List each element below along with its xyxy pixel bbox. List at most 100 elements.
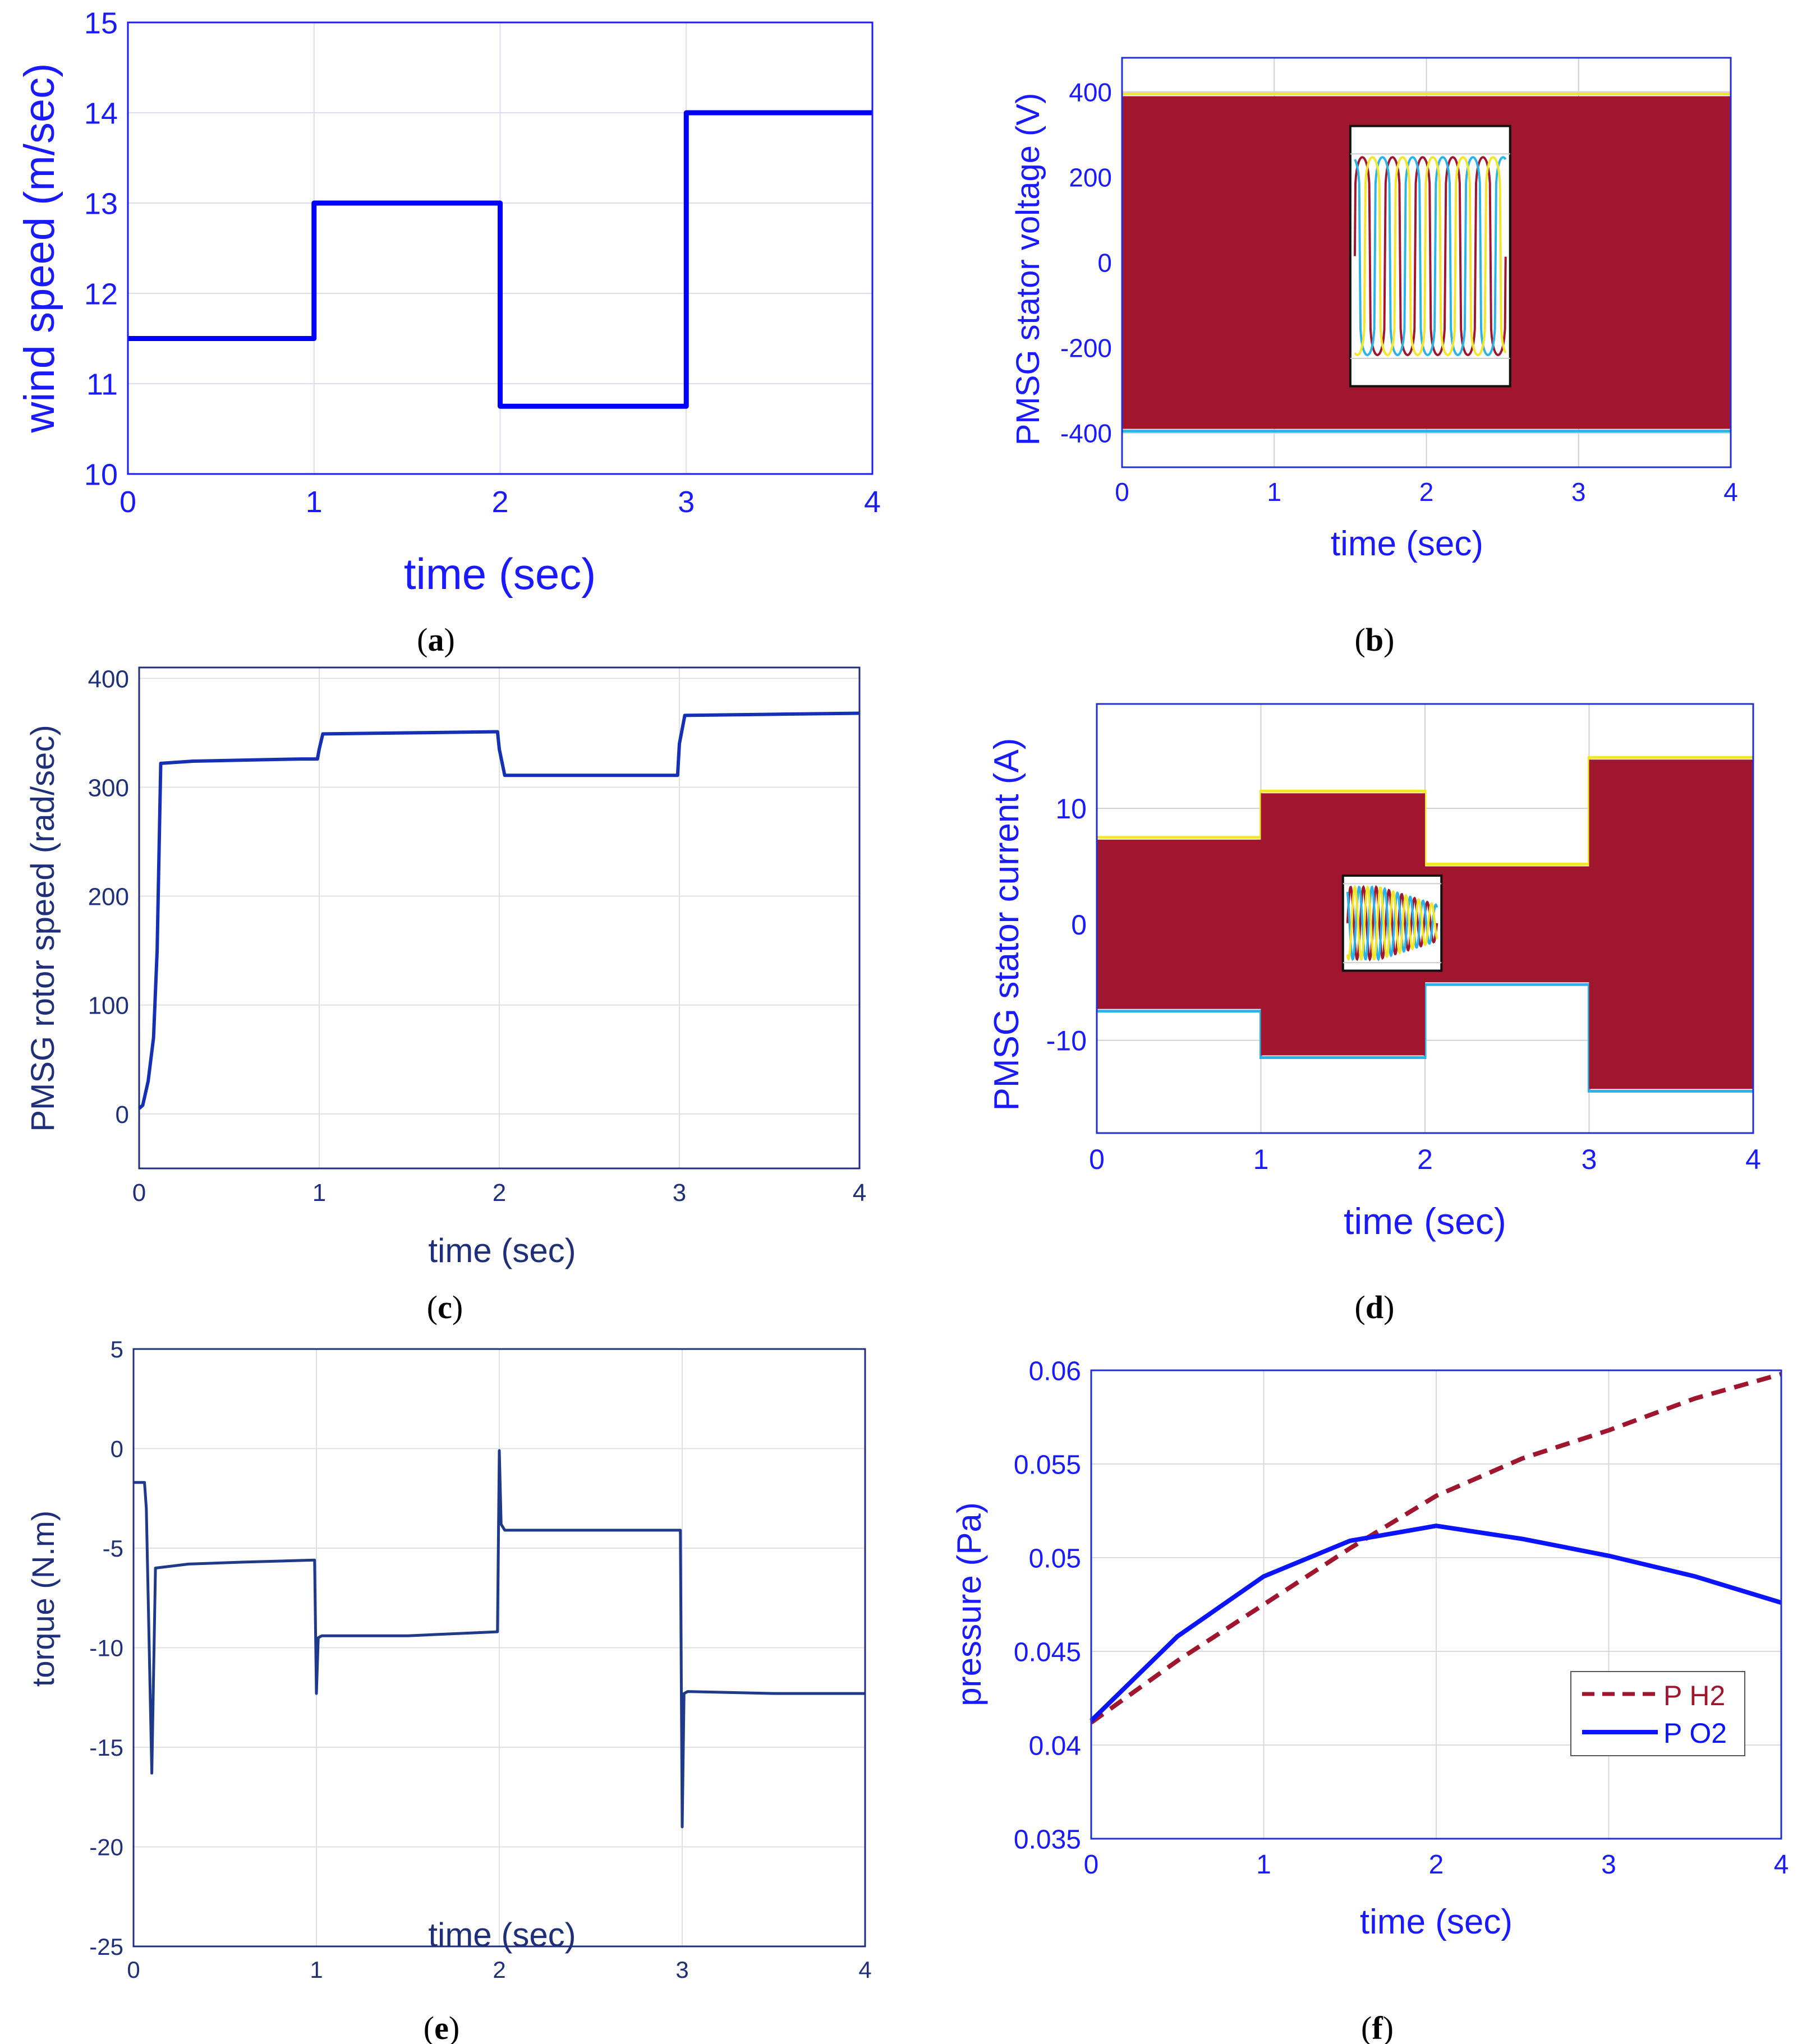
ylabel-a: wind speed (m/sec)	[16, 63, 63, 434]
xtick-label-c: 4	[853, 1179, 866, 1207]
xlabel-f: time (sec)	[1360, 1903, 1513, 1941]
ytick-label-a: 14	[84, 96, 118, 130]
ytick-label-a: 11	[86, 367, 118, 401]
ytick-label-b: 200	[1069, 163, 1112, 192]
ytick-label-e: 0	[111, 1436, 123, 1462]
xtick-label-d: 2	[1417, 1144, 1433, 1175]
ytick-label-c: 100	[88, 992, 129, 1020]
caption-c: (c)	[427, 1289, 463, 1325]
marks-d	[1097, 756, 1753, 1093]
xtick-label-a: 0	[119, 485, 136, 519]
ytick-label-e: -25	[89, 1933, 123, 1960]
ytick-label-d: -10	[1046, 1025, 1087, 1057]
plot-d-frame	[1096, 703, 1754, 1134]
ytick-label-b: -400	[1060, 419, 1112, 448]
ytick-label-f: 0.045	[1014, 1637, 1081, 1667]
ylabel-b: PMSG stator voltage (V)	[1010, 93, 1046, 446]
xtick-label-e: 0	[127, 1956, 140, 1983]
xtick-label-b: 2	[1419, 477, 1434, 507]
plot-e-frame	[132, 1348, 866, 1948]
panel-b: 0 1 2 3 4 -400 -200 0 200 400 time (sec) PMSG sta…	[1010, 57, 1738, 658]
ylabel-c: PMSG rotor speed (rad/sec)	[25, 725, 61, 1131]
inset-wave-d-0	[1346, 885, 1438, 962]
xtick-label-a: 1	[306, 485, 323, 519]
ytick-label-b: 0	[1097, 248, 1112, 278]
ytick-label-c: 0	[116, 1101, 129, 1129]
legend-f-label-o2: P O2	[1663, 1718, 1727, 1749]
caption-b: (b)	[1355, 622, 1395, 658]
xtick-label-f: 3	[1601, 1850, 1616, 1880]
ytick-label-f: 0.06	[1029, 1356, 1081, 1386]
series-line-c-0	[137, 711, 860, 1110]
ylabel-e: torque (N.m)	[25, 1511, 61, 1687]
series-line-f-0	[1090, 1371, 1782, 1725]
inset-wave-d-1	[1346, 885, 1438, 961]
caption-a-letter: a	[428, 622, 444, 658]
legend-f-box	[1570, 1671, 1745, 1756]
xtick-label-e: 3	[675, 1956, 688, 1983]
marks-f	[1090, 1371, 1782, 1725]
ylabel-d: PMSG stator current (A)	[987, 738, 1026, 1111]
plot-a-frame	[127, 21, 874, 475]
inset-wave-b-2	[1354, 156, 1507, 356]
series-line-a-0	[128, 110, 872, 409]
xlabel-a: time (sec)	[404, 549, 596, 599]
ytick-label-e: -15	[89, 1734, 123, 1761]
ytick-label-e: -5	[103, 1535, 123, 1562]
ytick-label-f: 0.055	[1014, 1450, 1081, 1480]
xtick-label-d: 3	[1582, 1144, 1597, 1175]
ytick-label-c: 300	[88, 774, 129, 802]
ticks-f: 0 1 2 3 4 0.035 0.04 0.045 0.05 0.055 0.06	[1014, 1356, 1789, 1880]
xtick-label-e: 1	[310, 1956, 323, 1983]
panel-d: 0 1 2 3 4 -10 0 10 time (sec) PMSG stator curre…	[987, 703, 1761, 1325]
ticks-c: 0 1 2 3 4 0 100 200 300 400	[88, 665, 867, 1207]
caption-e-letter: e	[434, 2010, 449, 2044]
xtick-label-c: 0	[132, 1179, 146, 1207]
panel-f: 0 1 2 3 4 0.035 0.04 0.045 0.05 0.055 0.06 P H2 P …	[950, 1356, 1789, 2044]
ytick-label-b: -200	[1060, 334, 1112, 363]
xlabel-e: time (sec)	[428, 1916, 576, 1954]
inset-wave-b-0	[1353, 156, 1507, 356]
xtick-label-b: 0	[1115, 477, 1129, 507]
xtick-label-f: 4	[1774, 1850, 1789, 1880]
ytick-label-f: 0.04	[1029, 1731, 1081, 1761]
caption-e: (e)	[424, 2010, 459, 2044]
ytick-label-c: 200	[88, 883, 129, 911]
marks-e	[134, 1449, 865, 1829]
marks-c	[137, 711, 860, 1110]
plot-c-frame	[138, 666, 861, 1170]
ytick-label-f: 0.05	[1029, 1544, 1081, 1573]
xtick-label-d: 4	[1745, 1144, 1761, 1175]
legend-f: P H2 P O2	[1570, 1671, 1745, 1756]
series-line-f-1	[1090, 1523, 1782, 1723]
plot-f-frame	[1090, 1369, 1782, 1840]
xtick-label-e: 2	[493, 1956, 505, 1983]
caption-d: (d)	[1355, 1289, 1395, 1325]
caption-f: (f)	[1361, 2010, 1394, 2044]
ytick-label-c: 400	[88, 665, 129, 693]
panel-e: 0 1 2 3 4 -25 -20 -15 -10 -5 0 5 time (sec) torque …	[25, 1336, 872, 2044]
series-line-e-0	[134, 1449, 865, 1829]
ytick-label-a: 12	[84, 277, 118, 311]
ytick-label-d: 10	[1055, 793, 1087, 825]
ticks-e: 0 1 2 3 4 -25 -20 -15 -10 -5 0 5	[89, 1336, 871, 1983]
marks-b	[1122, 92, 1731, 433]
xtick-label-c: 1	[312, 1179, 326, 1207]
xtick-label-d: 1	[1253, 1144, 1269, 1175]
xtick-label-f: 2	[1429, 1850, 1444, 1880]
ytick-label-d: 0	[1071, 909, 1087, 941]
ytick-label-a: 10	[84, 458, 118, 491]
panel-c: 0 1 2 3 4 0 100 200 300 400 time (sec) PMSG rotor…	[25, 665, 866, 1325]
ytick-label-e: -20	[89, 1834, 123, 1861]
xtick-label-a: 3	[678, 485, 695, 519]
xtick-label-b: 3	[1571, 477, 1586, 507]
ytick-label-f: 0.035	[1014, 1825, 1081, 1854]
xtick-label-c: 3	[673, 1179, 686, 1207]
xtick-label-a: 2	[491, 485, 508, 519]
xtick-label-b: 4	[1723, 477, 1738, 507]
ytick-label-e: 5	[111, 1336, 123, 1362]
ytick-label-a: 15	[84, 6, 118, 40]
